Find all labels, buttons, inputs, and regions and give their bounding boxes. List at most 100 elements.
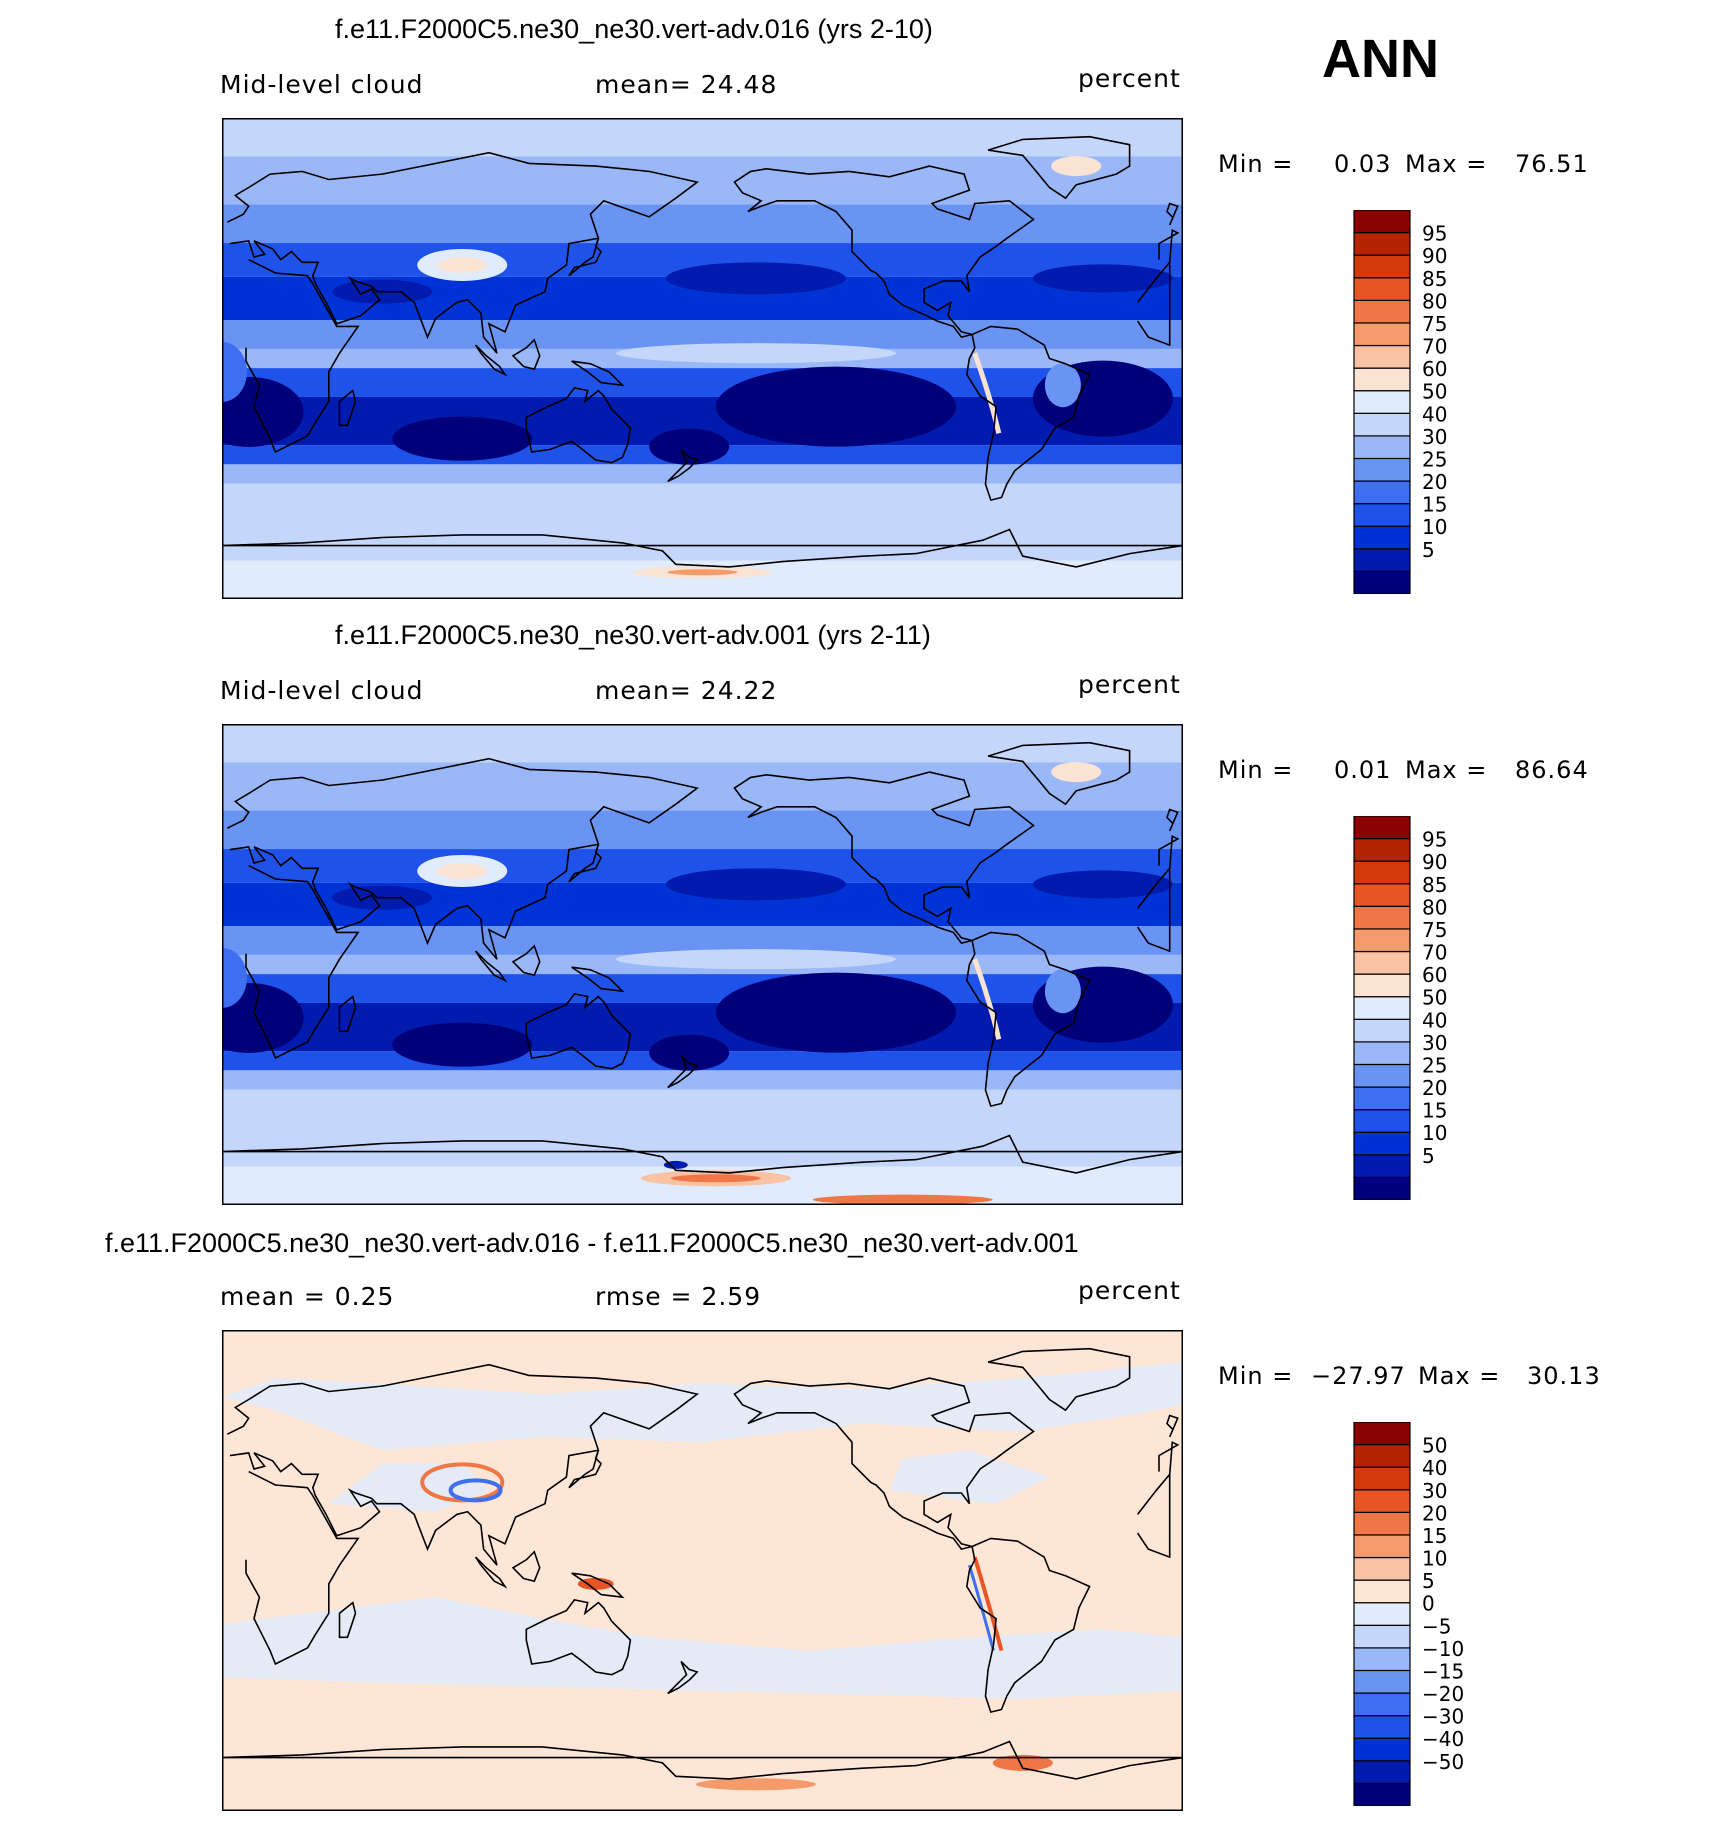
colorbar-tick-label: −40 [1422, 1727, 1464, 1751]
panel-1-max-label: Max = [1405, 150, 1488, 178]
coastline-greenland [987, 1347, 1131, 1412]
coastline-uk [1166, 202, 1179, 226]
colorbar-tick-label: 50 [1422, 380, 1447, 404]
colorbar-tick-label: 15 [1422, 493, 1447, 517]
coastline-samerica [965, 1537, 1091, 1714]
coastline-newguinea [571, 966, 625, 993]
coastline-madagascar [338, 389, 357, 427]
panel-3-mean-label: mean = 0.25 [220, 1282, 395, 1311]
panel-2-variable-label: Mid-level cloud [220, 676, 424, 705]
colorbar-tick-label: 90 [1422, 244, 1447, 268]
panel-1-units-label: percent [1078, 64, 1181, 93]
colorbar-box [1353, 1086, 1411, 1111]
panel-1-mean-label: mean= 24.48 [595, 70, 778, 99]
colorbar-tick-label: 70 [1422, 335, 1447, 359]
coastline-japan [568, 844, 603, 883]
colorbar-box [1353, 570, 1411, 594]
panel-2-mean-label: mean= 24.22 [595, 676, 778, 705]
colorbar-box [1353, 412, 1411, 437]
coastline-australia [525, 993, 632, 1070]
coastline-antarctica [222, 1740, 1183, 1780]
colorbar-box [1353, 435, 1411, 460]
colorbar-tick-label: −15 [1422, 1659, 1464, 1683]
coastline-australia [525, 387, 632, 464]
colorbar-box [1353, 1579, 1411, 1604]
coastline-samerica [965, 325, 1091, 502]
colorbar-box [1353, 390, 1411, 414]
season-label: ANN [1322, 29, 1439, 89]
colorbar-tick-label: 30 [1422, 1479, 1447, 1503]
coastline-madagascar [338, 1601, 357, 1639]
colorbar-tick-label: 80 [1422, 895, 1447, 919]
colorbar-tick-label: 20 [1422, 470, 1447, 494]
colorbar-tick-label: 70 [1422, 941, 1447, 965]
colorbar-box [1353, 1692, 1411, 1717]
panel-1-variable-label: Mid-level cloud [220, 70, 424, 99]
colorbar-box [1353, 1154, 1411, 1179]
colorbar-box [1353, 525, 1411, 550]
colorbar-box [1353, 322, 1411, 347]
colorbar-tick-label: 85 [1422, 873, 1447, 897]
coastline-namerica [733, 1377, 1035, 1551]
panel-3-max-value: 30.13 [1527, 1362, 1601, 1390]
coastline-madagascar [338, 995, 357, 1033]
colorbar-box [1353, 883, 1411, 907]
panel-3-rmse-label: rmse = 2.59 [595, 1282, 762, 1311]
colorbar-tick-label: 50 [1422, 1434, 1447, 1458]
colorbar-box [1353, 1534, 1411, 1559]
coastline-africa [1136, 260, 1171, 347]
colorbar-box [1353, 1782, 1411, 1806]
colorbar-box [1353, 1624, 1411, 1649]
panel-2-max-value: 86.64 [1515, 756, 1589, 784]
panel-2-max-label: Max = [1405, 756, 1488, 784]
coastline-nz [667, 1660, 699, 1695]
colorbar-box [1353, 837, 1411, 862]
coastline-greenland [987, 741, 1131, 806]
colorbar-tick-label: 10 [1422, 1547, 1447, 1571]
colorbar-box [1353, 344, 1411, 369]
coastline-australia [525, 1599, 632, 1676]
panel-3-map [222, 1330, 1183, 1811]
colorbar-box [1353, 299, 1411, 324]
map-frame [222, 1330, 1183, 1811]
coastline-namerica [733, 771, 1035, 945]
coastline-borneo [511, 1550, 541, 1583]
coastline-borneo [511, 338, 541, 371]
coastline-namerica [733, 165, 1035, 339]
panel-3-max-label: Max = [1418, 1362, 1501, 1390]
coastline-africa [245, 258, 360, 454]
colorbar-tick-label: −50 [1422, 1750, 1464, 1774]
colorbar-box [1353, 254, 1411, 279]
colorbar-box [1353, 1131, 1411, 1156]
colorbar-tick-label: 50 [1422, 986, 1447, 1010]
coastline-borneo [511, 944, 541, 977]
colorbar-tick-label: 95 [1422, 828, 1447, 852]
colorbar-box [1353, 928, 1411, 953]
colorbar-tick-label: −30 [1422, 1705, 1464, 1729]
colorbar-box [1353, 1422, 1411, 1446]
colorbar-tick-label: 25 [1422, 447, 1447, 471]
coastline-newguinea [571, 360, 625, 387]
colorbar-box [1353, 973, 1411, 998]
coastline-sumatra [474, 344, 508, 377]
colorbar-box [1353, 1556, 1411, 1581]
colorbar-tick-label: 10 [1422, 1121, 1447, 1145]
colorbar-box [1353, 1443, 1411, 1468]
colorbar-box [1353, 1109, 1411, 1133]
colorbar-box [1353, 1760, 1411, 1785]
colorbar-box [1353, 1511, 1411, 1536]
colorbar-box [1353, 996, 1411, 1020]
coastline-africa [1136, 866, 1171, 953]
colorbar-tick-label: 30 [1422, 425, 1447, 449]
coastline-uk [1166, 1414, 1179, 1438]
coastline-eurasia [1158, 1440, 1180, 1475]
panel-2-map [222, 724, 1183, 1205]
coastline-japan [568, 238, 603, 277]
panel-1-min-label: Min = [1218, 150, 1294, 178]
colorbar-tick-label: 40 [1422, 402, 1447, 426]
colorbar-box [1353, 277, 1411, 301]
colorbar-tick-label: 40 [1422, 1008, 1447, 1032]
coastline-antarctica [222, 528, 1183, 568]
